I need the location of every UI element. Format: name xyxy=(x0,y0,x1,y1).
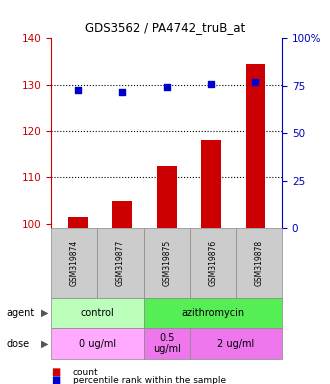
Text: count: count xyxy=(73,368,98,377)
Text: 0 ug/ml: 0 ug/ml xyxy=(79,339,116,349)
Text: GSM319877: GSM319877 xyxy=(116,240,125,286)
Bar xyxy=(157,166,177,228)
Text: GSM319874: GSM319874 xyxy=(70,240,79,286)
Point xyxy=(75,87,81,93)
Point xyxy=(164,84,169,90)
Text: agent: agent xyxy=(7,308,35,318)
Text: ▶: ▶ xyxy=(41,308,48,318)
Text: percentile rank within the sample: percentile rank within the sample xyxy=(73,376,226,384)
Bar xyxy=(246,64,266,228)
Text: control: control xyxy=(81,308,114,318)
Bar xyxy=(68,217,88,228)
Point xyxy=(209,81,214,87)
Text: dose: dose xyxy=(7,339,30,349)
Text: GSM319875: GSM319875 xyxy=(162,240,171,286)
Bar xyxy=(112,201,132,228)
Text: ■: ■ xyxy=(51,375,60,384)
Text: azithromycin: azithromycin xyxy=(181,308,245,318)
Text: 2 ug/ml: 2 ug/ml xyxy=(217,339,254,349)
Text: GDS3562 / PA4742_truB_at: GDS3562 / PA4742_truB_at xyxy=(85,21,245,34)
Text: 0.5
ug/ml: 0.5 ug/ml xyxy=(153,333,181,354)
Text: ■: ■ xyxy=(51,367,60,377)
Text: GSM319876: GSM319876 xyxy=(208,240,217,286)
Point xyxy=(253,79,258,85)
Text: ▶: ▶ xyxy=(41,339,48,349)
Text: GSM319878: GSM319878 xyxy=(254,240,264,286)
Bar xyxy=(201,141,221,228)
Point xyxy=(119,89,125,95)
